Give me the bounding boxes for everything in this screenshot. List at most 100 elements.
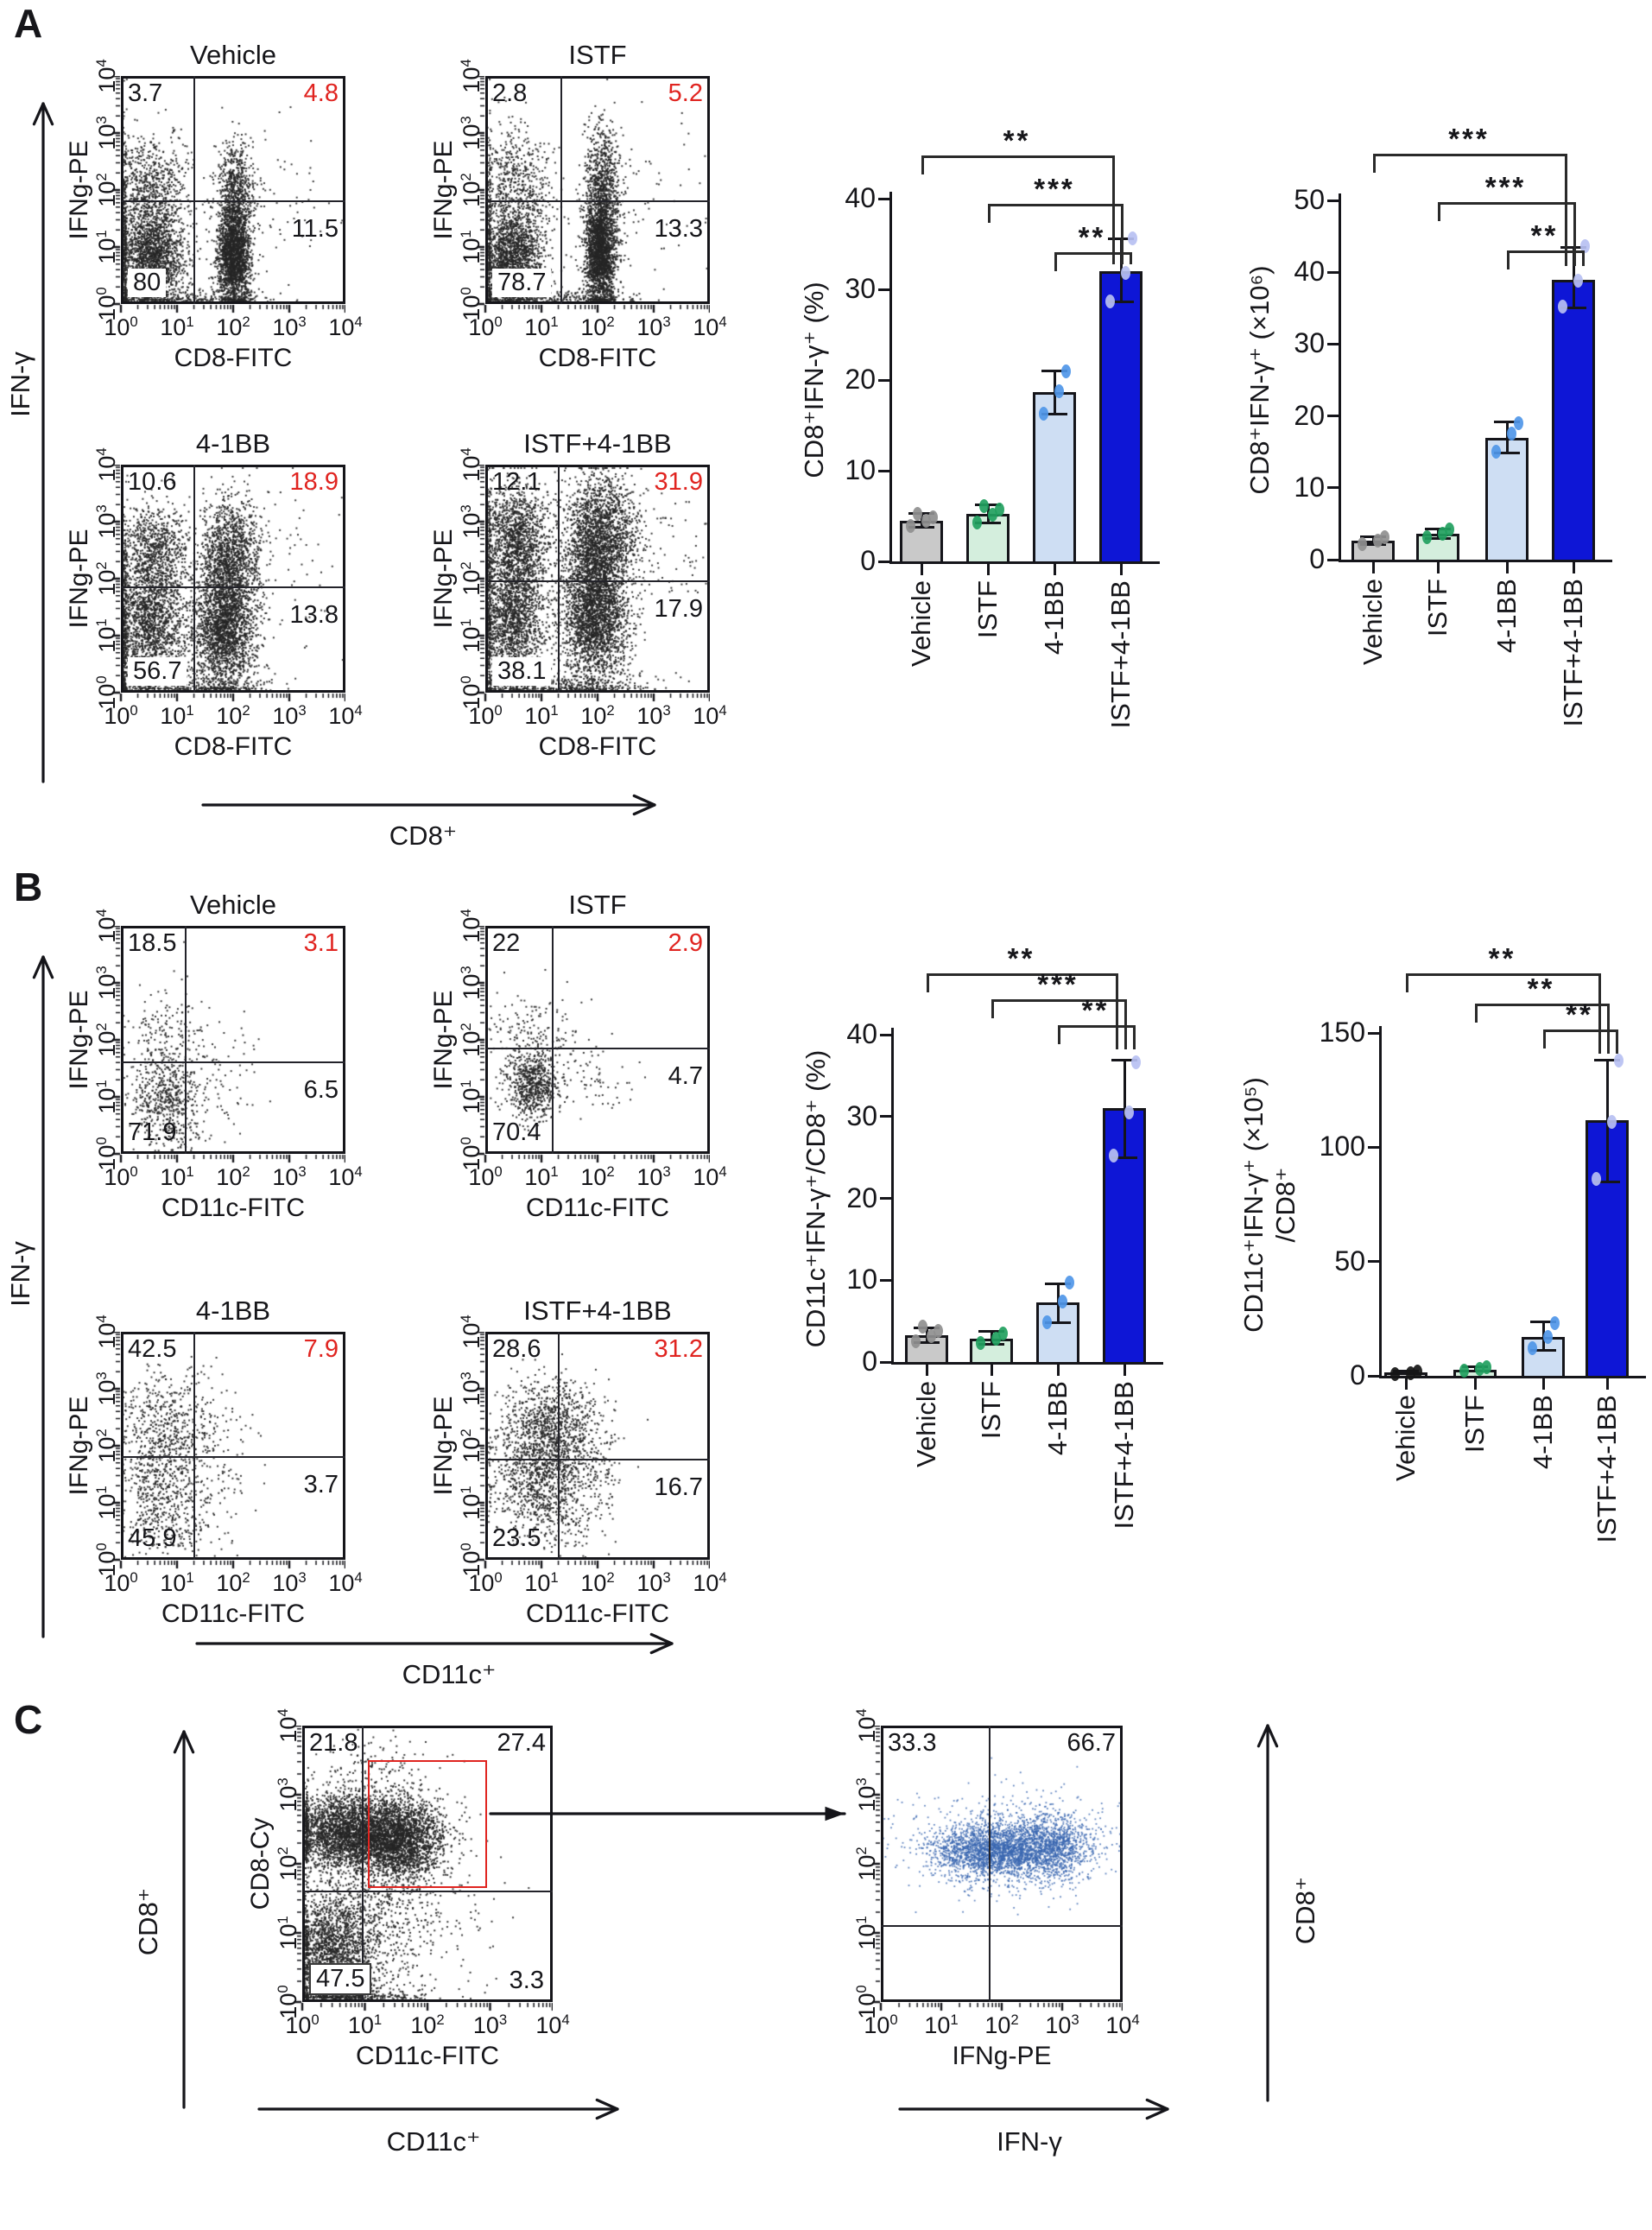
arrow-label-8: CD8⁺	[1290, 1876, 1320, 1945]
error-cap-bottom-4-1bb	[1494, 452, 1520, 455]
y-tick-label: 102	[458, 173, 484, 207]
quad-value-lower-left: 56.7	[128, 657, 187, 686]
y-tick-label: 104	[458, 447, 484, 482]
y-tick-label: 103	[853, 1777, 880, 1812]
y-tick	[880, 1197, 891, 1200]
x-tick-label: 101	[524, 1569, 559, 1596]
x-tick	[925, 1365, 928, 1376]
bar-istf-4-1bb	[1552, 279, 1595, 560]
y-axis-bar-A-pct	[889, 192, 892, 564]
y-tick-label: 100	[93, 1543, 120, 1577]
error-cap-top-4-1bb	[1530, 1321, 1556, 1324]
plot-frame-flow-c-1	[881, 1726, 1123, 2002]
sig-bracket-right	[1112, 155, 1115, 264]
x-tick	[986, 564, 990, 575]
y-axis-bar-B-pct	[891, 1028, 894, 1365]
y-tick	[878, 197, 889, 200]
x-tick	[1436, 562, 1440, 573]
x-tick-label: 101	[347, 2011, 383, 2038]
arrow-label-0: IFN-γ	[5, 352, 35, 417]
sig-bracket-right	[1133, 1025, 1136, 1049]
arrow-head-8	[1266, 1724, 1279, 1748]
x-axis-label-istf: CD8-FITC	[538, 344, 657, 372]
plot-frame-4-1bb	[121, 1332, 345, 1560]
data-point-vehicle	[1357, 536, 1367, 551]
data-point-vehicle	[917, 1320, 927, 1334]
y-axis-label-4-1bb: IFNg-PE	[65, 529, 93, 629]
y-tick	[1327, 270, 1339, 274]
sig-bracket-left	[927, 973, 929, 992]
data-point-vehicle	[905, 519, 915, 534]
gate-vertical-4-1bb	[193, 1332, 195, 1560]
y-tick-label: 104	[93, 1315, 120, 1349]
sig-bracket-left	[991, 999, 994, 1018]
sig-bracket-line	[988, 204, 1121, 206]
gate-horizontal-vehicle	[121, 200, 345, 203]
flow-plot-istf-4-1bb: 28.6 31.2 16.7 23.5 ISTF+4-1BB 100 100 101 101 10…	[429, 1296, 727, 1628]
arrow-head-5	[595, 2107, 619, 2120]
data-point-4-1bb	[1491, 445, 1501, 459]
arrow-head-0	[41, 102, 54, 126]
data-point-istf-4-1bb	[1130, 1055, 1141, 1070]
y-tick	[878, 560, 889, 563]
gate-vertical-vehicle	[193, 76, 195, 304]
y-tick-label: 103	[458, 116, 484, 150]
y-tick-label: 101	[93, 1080, 120, 1114]
y-axis-label-istf-4-1bb: IFNg-PE	[429, 1396, 458, 1496]
plot-frame-vehicle	[121, 76, 345, 304]
x-tick	[1605, 1378, 1609, 1390]
quad-value-upper-right: 5.2	[668, 79, 703, 107]
arrow-head-4	[173, 1730, 186, 1754]
y-tick-label: 104	[93, 909, 120, 943]
sig-bracket-line	[927, 973, 1116, 976]
y-tick-label: 100	[458, 675, 484, 710]
y-axis-label-flow-c-0: CD8-Cy	[246, 1817, 275, 1910]
x-tick-label: 103	[636, 1569, 671, 1596]
flow-plot-title-istf: ISTF	[568, 890, 627, 920]
sig-stars: **	[1081, 994, 1110, 1026]
y-tick-label: 102	[93, 1429, 120, 1463]
y-tick-label: 103	[458, 966, 484, 1000]
arrow-head-1	[632, 794, 656, 807]
quad-value-upper-right: 31.2	[654, 1335, 703, 1363]
plot-frame-flow-c-0	[302, 1726, 553, 2002]
x-category-label-4-1bb: 4-1BB	[1039, 580, 1069, 656]
y-tick	[1327, 342, 1339, 345]
data-point-istf	[1444, 523, 1454, 537]
x-category-label-istf-4-1bb: ISTF+4-1BB	[1105, 580, 1136, 729]
y-tick	[1327, 199, 1339, 202]
x-category-label-istf: ISTF	[1459, 1395, 1490, 1454]
x-tick-label: 102	[580, 702, 615, 729]
arrow-label-5: CD11c⁺	[386, 2126, 481, 2157]
gate-horizontal-istf	[485, 200, 710, 203]
gate-horizontal-4-1bb	[121, 586, 345, 588]
y-tick	[880, 1360, 891, 1364]
data-point-istf-4-1bb	[1123, 1105, 1134, 1119]
data-point-istf-4-1bb	[1557, 300, 1567, 314]
flow-plot-4-1bb: 10.6 18.9 13.8 56.7 4-1BB 100 100 101 101 102 102 1…	[65, 428, 363, 761]
quad-value-lower-right: 4.7	[668, 1061, 703, 1090]
data-point-vehicle	[1412, 1365, 1422, 1379]
flow-plot-istf-4-1bb: 12.1 31.9 17.9 38.1 ISTF+4-1BB 100 100 101 101 10…	[429, 428, 727, 761]
sig-bracket-right	[1616, 1029, 1618, 1054]
sig-bracket-right	[1573, 202, 1576, 266]
x-tick-label: 104	[693, 1163, 727, 1190]
y-tick	[1368, 1031, 1379, 1035]
arrow-head-2	[41, 955, 54, 979]
quad-value-lower-right: 13.8	[289, 600, 339, 629]
x-tick-label: 103	[1045, 2011, 1079, 2038]
gate-vertical-istf	[560, 76, 562, 304]
x-tick-label: 100	[468, 702, 503, 729]
data-point-4-1bb	[1038, 406, 1048, 421]
flow-plot-title-vehicle: Vehicle	[190, 40, 276, 70]
flow-plot-vehicle: 3.7 4.8 11.5 80 Vehicle 100 100 101 101 102 102 103…	[65, 40, 363, 372]
x-axis-label-4-1bb: CD8-FITC	[174, 732, 293, 761]
x-tick	[1404, 1378, 1408, 1390]
data-point-istf-4-1bb	[1120, 266, 1130, 281]
y-tick-label: 103	[458, 1372, 484, 1406]
quad-value-upper-left: 2.8	[492, 79, 528, 107]
x-tick-label: 101	[524, 314, 559, 340]
quad-value-upper-right: 3.1	[303, 929, 339, 957]
y-tick	[1327, 486, 1339, 490]
